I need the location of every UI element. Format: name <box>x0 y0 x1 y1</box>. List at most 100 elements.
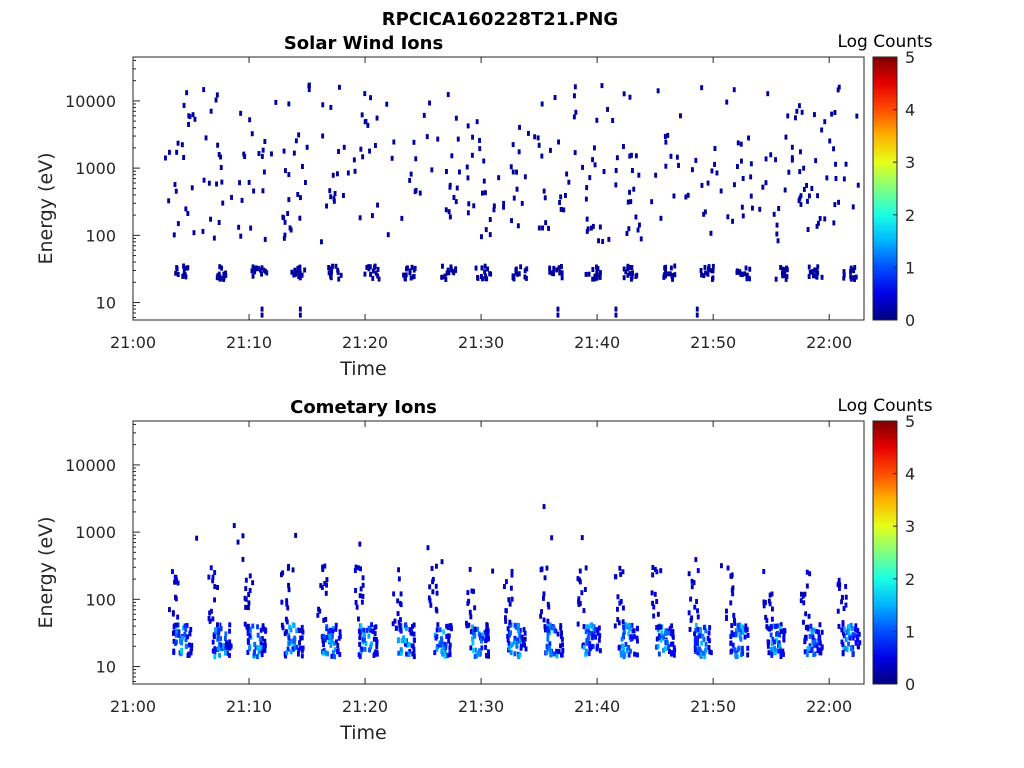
heatmap-cell <box>746 652 750 658</box>
heatmap-cell <box>614 168 618 173</box>
heatmap-cell <box>856 637 859 643</box>
heatmap-cell <box>331 628 335 634</box>
heatmap-cell <box>299 635 303 641</box>
heatmap-cell <box>764 600 767 606</box>
heatmap-cell <box>614 312 618 318</box>
heatmap-cell <box>219 642 223 648</box>
heatmap-cell <box>779 625 782 631</box>
heatmap-cell <box>250 131 254 137</box>
x-tick-label: 22:00 <box>806 697 852 716</box>
heatmap-cell <box>578 568 582 574</box>
heatmap-cell <box>559 634 563 639</box>
heatmap-cell <box>601 239 605 244</box>
heatmap-cell <box>633 651 636 657</box>
heatmap-cell <box>173 182 177 187</box>
heatmap-cell <box>447 638 451 644</box>
heatmap-cell <box>509 650 513 656</box>
heatmap-cell <box>225 645 229 651</box>
heatmap-cell <box>542 595 545 601</box>
heatmap-cell <box>803 639 807 645</box>
panel-1: Solar Wind Ions 21:00 21:10 21:20 21:30 21:40… <box>35 32 933 380</box>
heatmap-cell <box>543 575 547 581</box>
heatmap-cell <box>180 142 184 148</box>
heatmap-cell <box>263 647 267 653</box>
colorbar-tick-label: 1 <box>905 258 915 277</box>
heatmap-cell <box>287 101 291 107</box>
heatmap-cell <box>598 633 602 639</box>
heatmap-cell <box>779 629 783 634</box>
heatmap-cell <box>189 626 193 632</box>
heatmap-cell <box>317 606 320 612</box>
heatmap-cell <box>436 644 439 649</box>
heatmap-cell <box>357 628 361 634</box>
heatmap-cell <box>338 651 342 657</box>
heatmap-cell <box>851 632 855 638</box>
heatmap-cell <box>512 195 516 201</box>
heatmap-cell <box>241 556 245 562</box>
heatmap-cell <box>410 264 414 270</box>
heatmap-cell <box>218 264 222 270</box>
heatmap-cell <box>291 646 295 652</box>
heatmap-cell <box>262 626 266 632</box>
heatmap-cell <box>265 270 269 276</box>
heatmap-cell <box>585 640 589 646</box>
heatmap-cell <box>765 617 769 623</box>
heatmap-cell <box>708 649 712 655</box>
heatmap-cell <box>436 622 440 628</box>
heatmap-cell <box>585 637 589 643</box>
heatmap-cell <box>261 648 265 654</box>
heatmap-cell <box>521 637 525 643</box>
heatmap-cell <box>237 224 241 230</box>
heatmap-cell <box>251 264 255 270</box>
heatmap-cell <box>546 618 550 624</box>
heatmap-cell <box>732 87 736 93</box>
heatmap-cell <box>659 568 663 574</box>
heatmap-cell <box>371 268 375 274</box>
heatmap-cell <box>774 647 778 653</box>
heatmap-cell <box>845 630 849 636</box>
heatmap-cell <box>558 200 561 205</box>
y-axis-label: Energy (eV) <box>35 516 57 628</box>
heatmap-cell <box>297 647 301 653</box>
heatmap-cell <box>844 584 848 589</box>
heatmap-cell <box>849 269 852 274</box>
heatmap-cell <box>636 227 640 233</box>
heatmap-cell <box>817 220 820 226</box>
heatmap-cell <box>636 652 639 658</box>
heatmap-cell <box>280 622 284 628</box>
heatmap-cell <box>770 646 773 652</box>
heatmap-cell <box>367 625 371 631</box>
heatmap-cell <box>173 579 176 585</box>
heatmap-cell <box>537 142 541 148</box>
heatmap-cell <box>325 634 329 640</box>
heatmap-cell <box>300 653 304 659</box>
heatmap-cell <box>584 196 588 202</box>
heatmap-cell <box>735 268 739 274</box>
heatmap-cell <box>470 588 474 594</box>
heatmap-cell <box>561 648 565 653</box>
heatmap-cell <box>798 169 802 175</box>
heatmap-cell <box>216 622 219 628</box>
heatmap-cell <box>740 204 744 210</box>
heatmap-cell <box>428 100 431 106</box>
heatmap-cell <box>485 633 488 639</box>
heatmap-cell <box>841 620 845 626</box>
heatmap-cell <box>248 633 252 639</box>
heatmap-cell <box>513 651 517 657</box>
heatmap-cell <box>260 652 264 658</box>
heatmap-cell <box>295 644 299 650</box>
heatmap-cell <box>440 559 444 565</box>
heatmap-cell <box>627 631 631 637</box>
heatmap-cell <box>371 213 374 219</box>
heatmap-cell <box>765 624 769 630</box>
heatmap-cell <box>813 112 816 118</box>
heatmap-cell <box>509 630 512 636</box>
heatmap-cell <box>628 271 632 277</box>
heatmap-cell <box>547 604 551 610</box>
heatmap-cell <box>560 270 564 276</box>
heatmap-cell <box>572 114 576 120</box>
heatmap-cell <box>331 172 335 178</box>
heatmap-cell <box>261 188 265 194</box>
heatmap-cell <box>176 221 180 227</box>
heatmap-cell <box>693 604 697 610</box>
